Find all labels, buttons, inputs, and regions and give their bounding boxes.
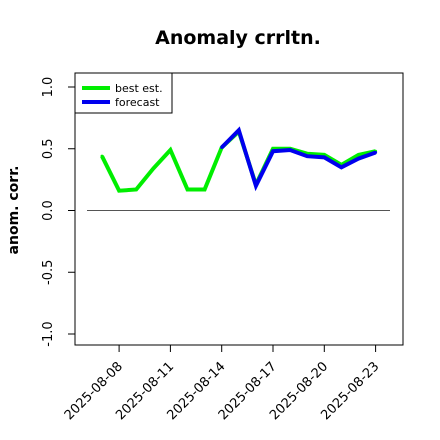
y-tick-label: -1.0 (41, 321, 56, 346)
data-point-best-est (186, 188, 189, 192)
y-axis: -1.0 -0.5 0.0 0.5 1.0 (41, 77, 75, 347)
data-point-forecast (322, 155, 326, 159)
legend: best est. forecast (74, 72, 173, 114)
y-tick-label: 1.0 (41, 77, 56, 98)
data-point-best-est (117, 189, 121, 193)
series-line-forecast (220, 126, 377, 192)
data-point-forecast (305, 154, 309, 158)
data-point-forecast (374, 150, 378, 154)
plot-frame (74, 72, 404, 346)
data-point-forecast (339, 165, 343, 169)
data-point-forecast (254, 184, 258, 188)
data-point-best-est (100, 154, 104, 158)
y-tick-label: -0.5 (41, 260, 56, 285)
data-point-best-est (134, 188, 138, 192)
legend-label-best-est: best est. (115, 82, 163, 95)
data-point-best-est (203, 188, 207, 192)
chart-title: Anomaly crrltn. (155, 27, 321, 49)
y-tick-label: 0.0 (41, 200, 56, 221)
data-point-best-est (151, 167, 155, 171)
y-tick-label: 0.5 (41, 138, 56, 159)
data-point-forecast (357, 157, 360, 161)
legend-label-forecast: forecast (115, 96, 160, 109)
data-point-best-est (357, 153, 360, 157)
data-point-best-est (168, 148, 172, 152)
series-layer (100, 126, 378, 193)
legend-box (74, 72, 173, 114)
data-point-forecast (271, 149, 275, 153)
data-point-forecast (288, 148, 292, 152)
x-axis: 2025-08-082025-08-112025-08-142025-08-17… (62, 345, 382, 423)
data-point-forecast (220, 146, 224, 150)
data-point-forecast (237, 128, 241, 132)
y-axis-label: anom. corr. (6, 166, 22, 255)
